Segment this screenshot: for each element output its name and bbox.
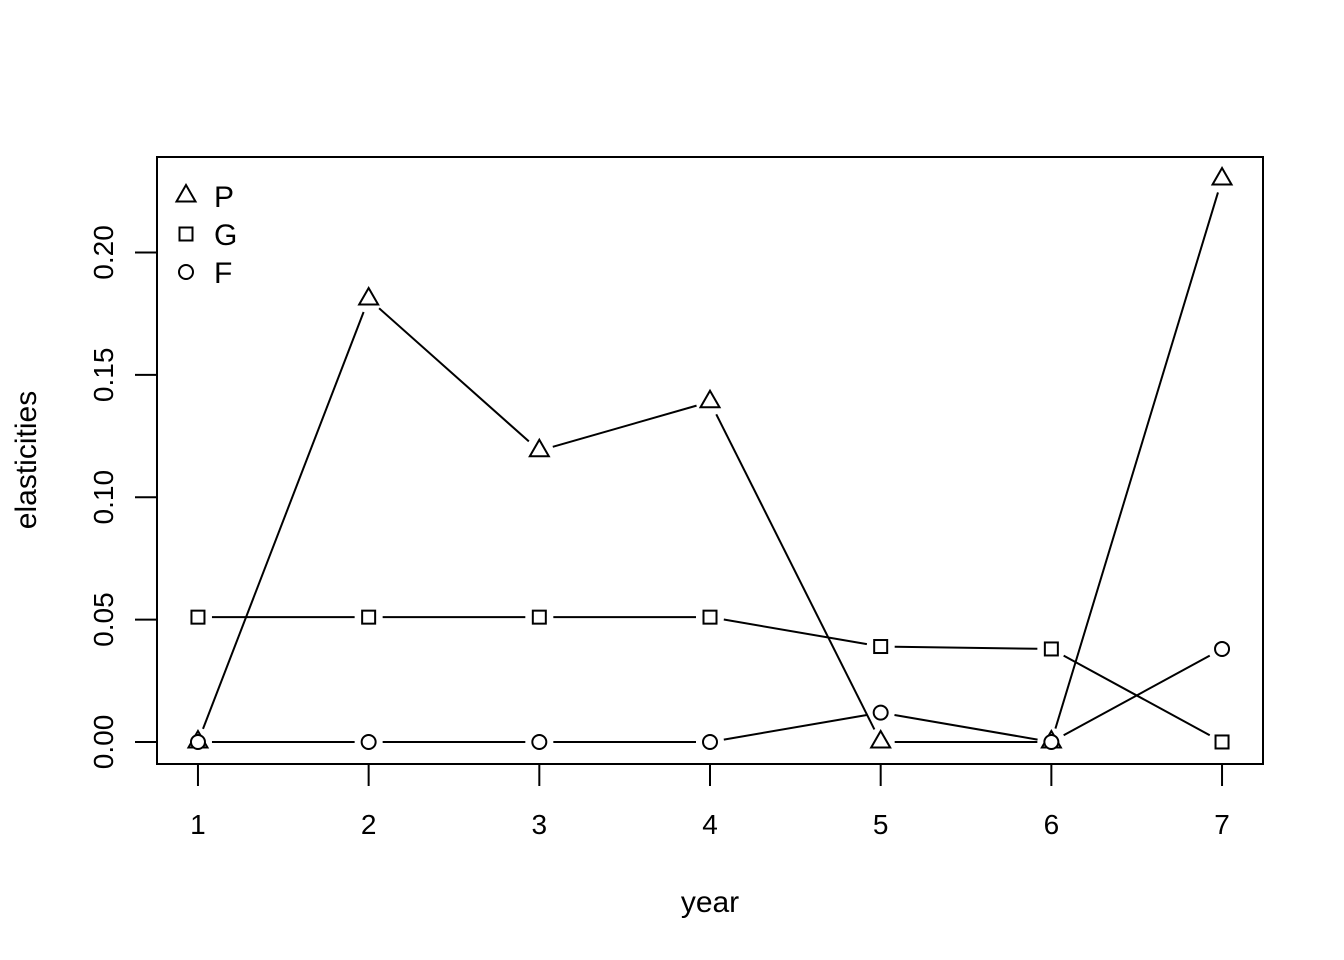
x-tick-label: 6 — [1044, 809, 1060, 840]
y-tick-label: 0.15 — [88, 348, 119, 403]
series-F-point — [360, 733, 377, 750]
series-P-segment — [715, 413, 876, 730]
series-G-segment — [723, 618, 868, 646]
legend-label-F: F — [214, 257, 232, 290]
series-F-segment — [723, 713, 868, 741]
x-tick-label: 7 — [1214, 809, 1230, 840]
series-G-point — [531, 609, 547, 625]
x-tick-label: 5 — [873, 809, 889, 840]
y-axis: 0.00 0.05 0.10 0.15 0.20 — [88, 225, 158, 770]
series-P-segment — [552, 404, 697, 448]
legend-label-G: G — [214, 219, 237, 252]
legend-marker-G — [178, 226, 194, 242]
series-G-point — [873, 639, 889, 655]
series-F-point — [531, 733, 548, 750]
y-tick-label: 0.10 — [88, 470, 119, 525]
legend-marker-F — [178, 264, 194, 280]
series-F — [189, 640, 1231, 750]
x-axis-label: year — [681, 886, 739, 919]
series-F-point — [1043, 733, 1060, 750]
series-G-point — [702, 609, 718, 625]
series-P-point — [698, 388, 722, 409]
series-F-point — [872, 704, 889, 721]
series-P-segment — [202, 311, 365, 730]
legend-label-P: P — [214, 181, 234, 214]
x-tick-label: 3 — [532, 809, 548, 840]
series-layer — [186, 166, 1234, 750]
series-P-point — [1210, 166, 1234, 186]
series-G-segment — [894, 645, 1038, 650]
series-F-point — [1214, 640, 1231, 657]
series-G-point — [190, 609, 206, 625]
x-tick-label: 2 — [361, 809, 377, 840]
series-G-point — [361, 609, 377, 625]
legend-marker-P — [174, 183, 198, 203]
legend: PGF — [174, 181, 237, 290]
x-tick-label: 1 — [190, 809, 206, 840]
y-axis-label: elasticities — [10, 391, 43, 529]
y-tick-label: 0.20 — [88, 225, 119, 279]
y-tick-label: 0.00 — [88, 715, 119, 770]
x-axis: 1 2 3 4 5 6 7 — [190, 763, 1230, 840]
series-P-segment — [378, 307, 530, 443]
x-tick-label: 4 — [702, 809, 718, 840]
series-F-point — [189, 733, 206, 750]
series-P-point — [869, 728, 892, 749]
series-P-point — [357, 285, 380, 306]
series-P-segment — [1054, 192, 1219, 729]
y-tick-label: 0.05 — [88, 592, 119, 647]
series-F-segment — [894, 713, 1038, 741]
series-G-point — [1214, 734, 1230, 750]
series-F-segment — [1063, 654, 1211, 737]
series-F-point — [702, 733, 718, 750]
series-P-point — [528, 437, 551, 458]
series-G-point — [1043, 641, 1059, 657]
series-G — [190, 609, 1230, 750]
series-P — [186, 166, 1234, 749]
